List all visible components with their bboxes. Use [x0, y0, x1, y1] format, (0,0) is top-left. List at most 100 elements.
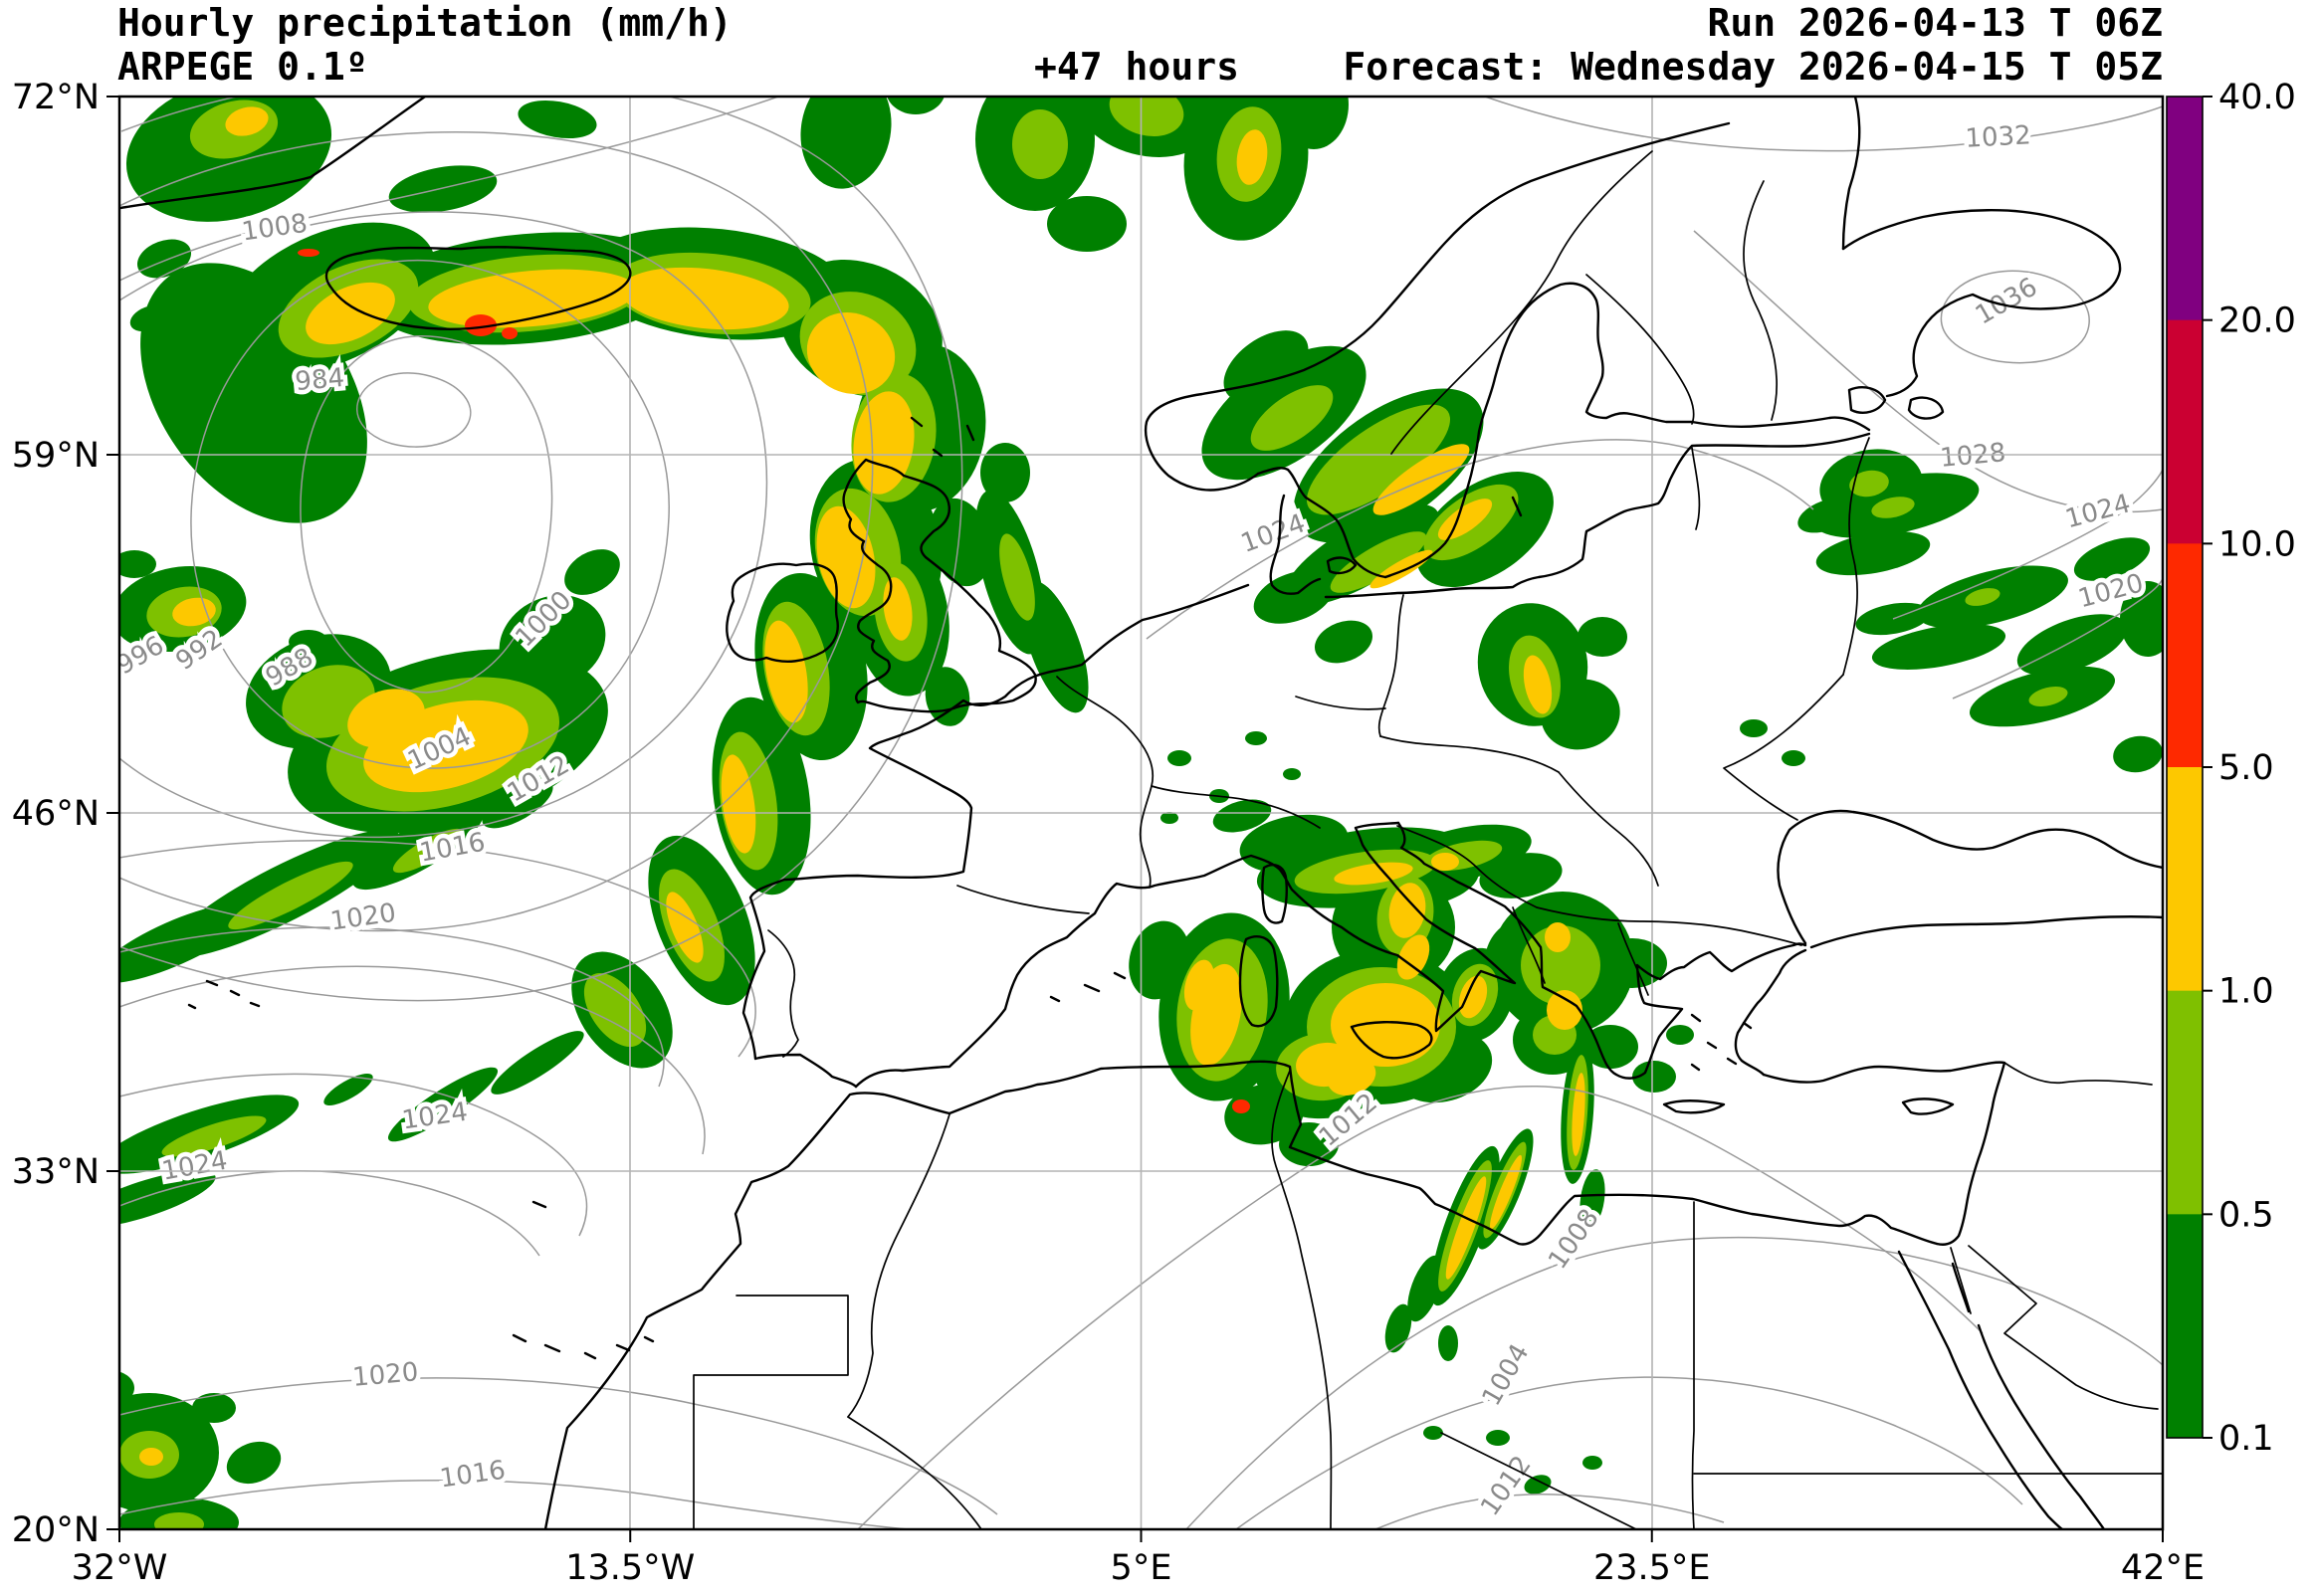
- isobar-label: 1024: [1237, 508, 1309, 559]
- isobar-label: 1032: [1965, 120, 2032, 153]
- precip-cell: [1578, 617, 1627, 657]
- colorbar-tick-label: 40.0: [2218, 78, 2296, 117]
- colorbar-segment: [2167, 990, 2203, 1215]
- precip-cell: [1582, 1456, 1602, 1470]
- precip-cell: [1871, 497, 1915, 518]
- precip-cell: [816, 505, 876, 609]
- precip-cell: [1572, 1073, 1585, 1156]
- colorbar-segment: [2167, 543, 2203, 768]
- precip-cell: [1524, 1475, 1552, 1495]
- precip-cell: [1782, 750, 1805, 766]
- country-borders: [693, 150, 2163, 1529]
- precip-cell: [1740, 719, 1768, 737]
- colorbar-segment: [2167, 767, 2203, 992]
- precip-cell: [1965, 588, 2000, 606]
- precip-cell: [1334, 862, 1413, 886]
- precip-cell: [620, 267, 789, 330]
- precip-cell: [1021, 580, 1089, 713]
- x-tick-label: 23.5°E: [1593, 1548, 1711, 1588]
- precip-cell: [1250, 385, 1334, 451]
- page-title: Hourly precipitation (mm/h): [117, 1, 733, 45]
- precip-cell: [2120, 581, 2163, 657]
- x-tick-label: 5°E: [1111, 1548, 1172, 1588]
- precip-cell: [1279, 97, 1349, 149]
- precip-cell: [999, 533, 1035, 621]
- colorbar-segment: [2167, 1214, 2203, 1439]
- precip-cell: [1445, 1176, 1487, 1280]
- precip-cell: [226, 1441, 282, 1485]
- precip-cell: [347, 689, 425, 748]
- isobar-label: 984: [294, 363, 345, 397]
- isobar-label: 1008: [1543, 1204, 1605, 1275]
- precip-cell: [228, 861, 353, 930]
- precip-cell: [1232, 1099, 1250, 1113]
- precip-cell: [387, 1067, 499, 1142]
- precip-cell: [1253, 570, 1335, 624]
- precip-cell: [1245, 731, 1267, 745]
- precip-cell: [428, 269, 637, 328]
- precip-cell: [465, 314, 497, 336]
- precip-cell: [853, 391, 915, 495]
- precip-cell: [980, 443, 1030, 502]
- precip-cell: [388, 165, 498, 213]
- precip-cell: [2028, 687, 2068, 706]
- y-tick-label: 72°N: [12, 78, 100, 117]
- precip-cell: [1666, 1025, 1694, 1045]
- precip-cell: [800, 97, 892, 189]
- precipitation-layer: [119, 97, 2163, 1529]
- colorbar-tick-label: 0.1: [2218, 1419, 2274, 1459]
- precip-cell: [1490, 1154, 1522, 1230]
- isobar-contours: [119, 97, 2163, 1529]
- colorbar-tick-label: 0.5: [2218, 1195, 2274, 1235]
- precip-cell: [1330, 531, 1427, 593]
- precip-cell: [298, 249, 319, 257]
- precip-cell: [1431, 853, 1459, 871]
- precip-cell: [1423, 1426, 1443, 1440]
- precip-cell: [1167, 750, 1191, 766]
- precip-cell: [1797, 498, 1855, 533]
- forecast-label: Forecast: Wednesday 2026-04-15 T 05Z: [1343, 45, 2163, 89]
- precip-cell: [1224, 1084, 1304, 1145]
- precip-cell: [1407, 1255, 1443, 1322]
- colorbar-tick-label: 20.0: [2218, 301, 2296, 341]
- precip-cell: [518, 100, 597, 139]
- precip-cell: [1547, 990, 1582, 1030]
- precip-cell: [1597, 938, 1667, 988]
- precip-cell: [1369, 549, 1433, 589]
- precip-cell: [1582, 1025, 1638, 1069]
- precip-cell: [1523, 655, 1553, 714]
- colorbar-tick-label: 1.0: [2218, 972, 2274, 1012]
- precip-cell: [172, 597, 216, 627]
- precip-cell: [306, 282, 395, 345]
- precip-cell: [1212, 799, 1272, 833]
- y-axis: 72°N 59°N 46°N 33°N 20°N: [12, 78, 119, 1550]
- precip-cell: [1486, 1430, 1510, 1446]
- precip-cell: [119, 550, 156, 578]
- coastlines: [119, 97, 2163, 1529]
- precip-cell: [1314, 620, 1373, 664]
- x-axis: 32°W 13.5°W 5°E 23.5°E 42°E: [72, 1529, 2205, 1588]
- precip-cell: [721, 754, 756, 854]
- colorbar: 40.0 20.0 10.0 5.0 1.0 0.5 0.1: [2166, 78, 2296, 1459]
- precip-cell: [1437, 499, 1493, 540]
- precip-cell: [666, 892, 704, 963]
- precip-cell: [1109, 97, 1184, 136]
- precip-cell: [1331, 983, 1440, 1067]
- precip-cell: [161, 1115, 267, 1157]
- titles: Hourly precipitation (mm/h) ARPEGE 0.1º …: [117, 1, 2163, 89]
- precip-cell: [2073, 537, 2151, 581]
- precip-cell: [323, 1073, 373, 1106]
- precip-cell: [1183, 959, 1215, 1011]
- precip-cell: [1458, 975, 1488, 1019]
- precip-cell: [192, 1393, 236, 1423]
- precip-cell: [1372, 444, 1470, 515]
- precip-cell: [1223, 330, 1309, 402]
- isobar-label: 1036: [1971, 273, 2042, 331]
- precip-cell: [482, 779, 553, 829]
- precip-cell: [806, 312, 896, 394]
- model-subtitle: ARPEGE 0.1º: [117, 45, 368, 89]
- precip-cell: [2113, 735, 2163, 773]
- colorbar-tick-label: 5.0: [2218, 748, 2274, 788]
- precip-cell: [564, 549, 620, 595]
